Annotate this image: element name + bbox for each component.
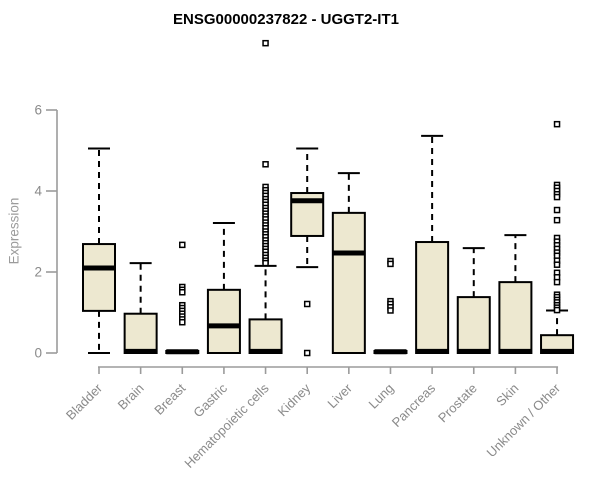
- outlier-point: [179, 318, 186, 326]
- chart-title: ENSG00000237822 - UGGT2-IT1: [173, 11, 399, 28]
- outlier-point: [303, 349, 311, 357]
- x-tick-label: Skin: [493, 381, 521, 409]
- x-tick-label: Liver: [324, 380, 355, 411]
- x-tick-label: Breast: [151, 380, 188, 417]
- outlier-point: [387, 260, 394, 268]
- x-tick-label: Gastric: [190, 380, 230, 420]
- outlier-point: [553, 206, 561, 214]
- outlier-point: [553, 216, 561, 224]
- outlier-point: [553, 306, 561, 314]
- outlier-point: [553, 261, 561, 268]
- x-tick-label: Bladder: [63, 380, 106, 423]
- x-tick-label: Lung: [366, 381, 397, 412]
- box: [206, 288, 241, 355]
- y-tick-label: 0: [34, 346, 42, 361]
- x-tick-label: Brain: [115, 381, 147, 413]
- y-tick-label: 6: [34, 103, 42, 118]
- x-tick-label: Unknown / Other: [484, 380, 564, 460]
- outlier-point: [387, 307, 394, 314]
- box: [331, 211, 366, 354]
- outlier-point: [262, 161, 269, 168]
- outlier-point: [553, 278, 561, 286]
- box: [456, 296, 491, 354]
- box: [498, 281, 533, 354]
- outlier-point: [553, 120, 561, 128]
- x-tick-label: Pancreas: [389, 380, 439, 430]
- box: [415, 241, 450, 354]
- box: [123, 312, 158, 354]
- y-tick-label: 4: [34, 184, 42, 199]
- outlier-point: [303, 300, 311, 308]
- outlier-point: [179, 241, 186, 249]
- outlier-point: [179, 289, 186, 296]
- box: [248, 318, 283, 355]
- box: [82, 243, 116, 312]
- outlier-point: [262, 259, 269, 267]
- x-tick-label: Prostate: [435, 381, 480, 426]
- y-tick-label: 2: [34, 265, 42, 280]
- x-tick-label: Kidney: [275, 380, 314, 419]
- outlier-point: [553, 193, 561, 201]
- outlier-point: [262, 39, 269, 47]
